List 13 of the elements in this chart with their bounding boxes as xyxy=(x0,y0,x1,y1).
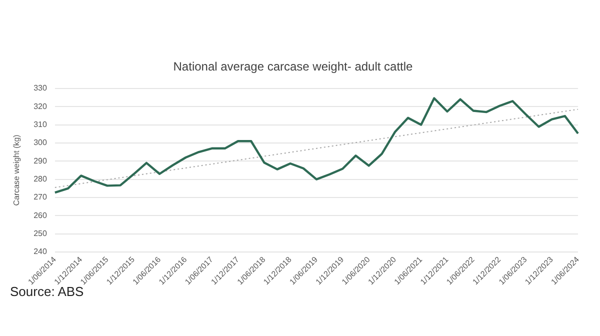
y-tick-label: 260 xyxy=(34,210,48,220)
source-note: Source: ABS xyxy=(10,284,84,299)
chart-title: National average carcase weight- adult cattle xyxy=(173,60,414,74)
y-tick-label: 300 xyxy=(34,138,48,148)
y-axis-title: Carcase weight (kg) xyxy=(12,134,22,206)
y-tick-label: 270 xyxy=(34,192,48,202)
y-tick-label: 320 xyxy=(34,102,48,111)
y-tick-label: 310 xyxy=(34,120,48,129)
y-tick-label: 280 xyxy=(34,174,48,184)
y-tick-label: 250 xyxy=(34,229,48,238)
y-tick-label: 240 xyxy=(34,247,48,256)
y-tick-label: 290 xyxy=(34,156,48,166)
y-tick-label: 330 xyxy=(34,84,48,93)
